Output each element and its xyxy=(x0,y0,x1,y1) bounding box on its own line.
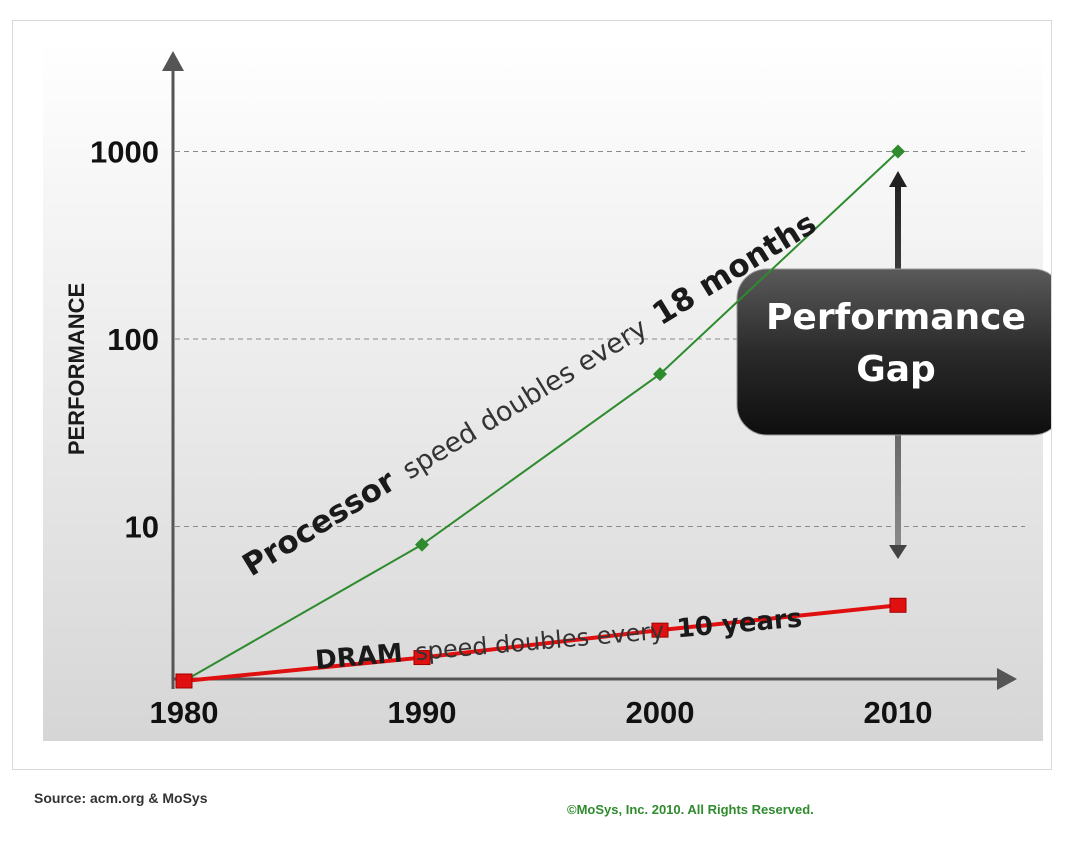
x-tick-label-2010: 2010 xyxy=(864,695,933,730)
processor-point-2000 xyxy=(653,367,667,382)
grid-lines xyxy=(175,151,1025,527)
series xyxy=(175,144,907,689)
dram-point-2010 xyxy=(889,597,907,613)
gap-label-line1: Performance xyxy=(766,297,1026,338)
performance-gap-box: Performance Gap xyxy=(736,268,1051,436)
x-tick-label-2000: 2000 xyxy=(626,695,695,730)
gap-label-line2: Gap xyxy=(856,349,936,390)
y-tick-label-10: 10 xyxy=(125,510,159,545)
performance-chart: PERFORMANCE 10 100 1000 1980 1990 2000 2010 Pe… xyxy=(43,39,1051,741)
y-tick-label-1000: 1000 xyxy=(90,135,159,170)
x-tick-label-1990: 1990 xyxy=(388,695,457,730)
dram-point-2000 xyxy=(651,622,669,638)
x-axis-arrowhead xyxy=(997,668,1017,690)
copyright-note: ©MoSys, Inc. 2010. All Rights Reserved. xyxy=(567,802,814,817)
y-axis-title: PERFORMANCE xyxy=(64,283,89,455)
y-tick-label-100: 100 xyxy=(107,322,159,357)
processor-point-1990 xyxy=(415,537,429,552)
tick-labels: 10 100 1000 1980 1990 2000 2010 xyxy=(90,135,932,731)
y-axis-arrowhead xyxy=(162,51,184,71)
processor-line xyxy=(183,150,899,682)
processor-point-2010 xyxy=(891,144,905,159)
source-note: Source: acm.org & MoSys xyxy=(34,790,208,806)
dram-line xyxy=(183,603,899,683)
dram-point-1980 xyxy=(175,673,193,689)
chart-frame: PERFORMANCE 10 100 1000 1980 1990 2000 2010 Pe… xyxy=(12,20,1052,770)
x-tick-label-1980: 1980 xyxy=(150,695,219,730)
dram-point-1990 xyxy=(413,650,431,666)
